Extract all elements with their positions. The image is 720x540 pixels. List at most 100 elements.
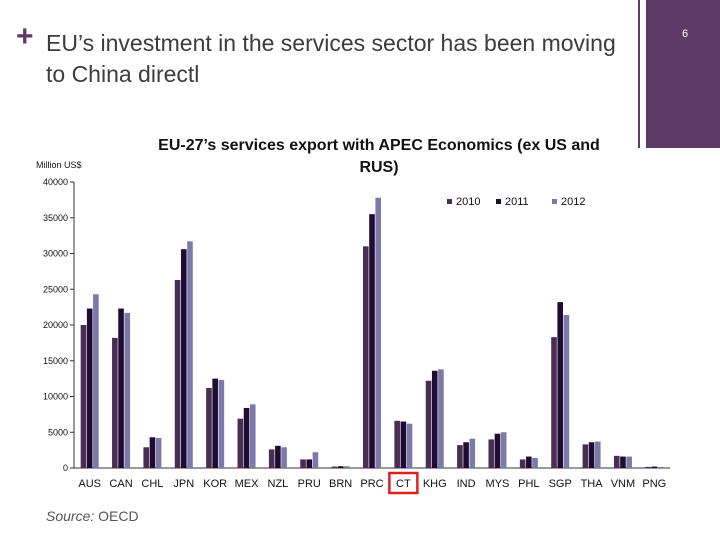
- bar-mys-2011: [494, 433, 501, 468]
- x-tick-label: KHG: [423, 478, 447, 490]
- bar-ind-2012: [469, 438, 476, 468]
- chart-title: EU-27’s services export with APEC Econom…: [158, 137, 600, 176]
- bar-brn-2010: [331, 466, 338, 468]
- bar-aus-2012: [93, 294, 99, 468]
- bar-khg-2012: [438, 369, 444, 468]
- legend-label-2010: 2010: [456, 196, 480, 208]
- x-tick-label: MEX: [235, 478, 260, 490]
- bar-khg-2010: [425, 380, 432, 468]
- bar-can-2010: [112, 337, 118, 468]
- x-tick-label: BRN: [329, 478, 352, 490]
- y-tick-label: 20000: [43, 320, 68, 330]
- bar-pru-2010: [300, 459, 306, 468]
- source-value: OECD: [98, 508, 139, 524]
- x-tick-label: AUS: [78, 478, 101, 490]
- x-tick-label: CAN: [109, 478, 132, 490]
- y-tick-label: 15000: [43, 356, 68, 366]
- y-tick-label: 25000: [43, 284, 68, 294]
- bar-jpn-2011: [180, 249, 187, 468]
- x-tick-label: JPN: [173, 478, 194, 490]
- bar-mys-2010: [488, 439, 495, 468]
- bar-phl-2010: [519, 459, 526, 468]
- accent-bar: [646, 0, 720, 148]
- bar-jpn-2010: [174, 279, 181, 468]
- bar-nzl-2010: [268, 449, 275, 468]
- highlight-box-ct: [388, 471, 419, 495]
- bar-chl-2011: [149, 437, 156, 468]
- bar-vnm-2010: [613, 455, 620, 468]
- x-tick-label: NZL: [268, 478, 289, 490]
- bar-ct-2012: [406, 423, 413, 468]
- bar-mys-2012: [500, 432, 507, 468]
- x-tick-label: CHL: [141, 478, 163, 490]
- bar-ind-2010: [457, 445, 463, 468]
- bar-vnm-2011: [620, 456, 626, 468]
- bar-sgp-2012: [563, 314, 570, 468]
- bar-jpn-2012: [187, 241, 193, 468]
- bar-png-2010: [645, 466, 651, 468]
- x-tick-label: VNM: [611, 478, 635, 490]
- bar-sgp-2011: [557, 302, 564, 468]
- y-tick-label: 5000: [48, 427, 68, 437]
- x-tick-label: SGP: [549, 478, 572, 490]
- x-tick-label: MYS: [486, 478, 510, 490]
- legend-swatch-2011: [496, 199, 501, 204]
- bar-prc-2010: [363, 246, 369, 468]
- bar-chl-2010: [143, 447, 150, 468]
- bar-mex-2010: [237, 418, 244, 468]
- x-tick-label: PRC: [360, 478, 383, 490]
- bar-tha-2010: [582, 444, 589, 468]
- bar-chl-2012: [155, 437, 162, 468]
- y-tick-label: 10000: [43, 392, 68, 402]
- slide-headline: EU’s investment in the services sector h…: [46, 30, 616, 87]
- x-tick-label: PNG: [642, 478, 666, 490]
- source-label: Source:: [46, 508, 95, 524]
- bar-phl-2011: [526, 456, 532, 468]
- y-tick-label: 35000: [43, 213, 68, 223]
- bar-vnm-2012: [626, 456, 632, 468]
- bar-sgp-2010: [551, 337, 557, 468]
- bar-prc-2012: [375, 197, 381, 469]
- bar-mex-2011: [243, 407, 250, 468]
- x-tick-label: KOR: [203, 478, 227, 490]
- bar-kor-2012: [218, 380, 225, 468]
- bar-khg-2011: [431, 370, 438, 468]
- legend-swatch-2010: [447, 199, 452, 204]
- legend-label-2011: 2011: [505, 196, 529, 208]
- source-note: Source: OECD: [46, 508, 139, 524]
- bar-pru-2011: [306, 459, 313, 468]
- x-tick-label: PHL: [518, 478, 539, 490]
- bar-prc-2011: [369, 214, 375, 468]
- x-tick-label: IND: [457, 478, 476, 490]
- bar-ct-2010: [394, 420, 400, 468]
- bar-brn-2011: [337, 466, 344, 468]
- x-tick-label: THA: [581, 478, 604, 490]
- bar-png-2012: [657, 466, 664, 468]
- bar-kor-2010: [206, 387, 212, 468]
- plus-icon: +: [16, 20, 34, 53]
- bar-nzl-2012: [281, 447, 287, 468]
- bar-can-2011: [118, 308, 124, 468]
- bar-aus-2010: [80, 325, 87, 468]
- x-tick-label: PRU: [298, 478, 321, 490]
- bar-mex-2012: [249, 404, 256, 468]
- y-tick-label: 40000: [43, 177, 68, 187]
- bar-phl-2012: [532, 457, 538, 468]
- bar-tha-2012: [594, 441, 601, 468]
- bar-brn-2012: [344, 466, 350, 468]
- bar-tha-2011: [588, 442, 595, 468]
- y-axis-unit-label: Million US$: [36, 160, 82, 170]
- bar-kor-2011: [212, 378, 218, 468]
- bar-ct-2011: [400, 421, 407, 468]
- bar-can-2012: [124, 312, 131, 468]
- bar-pru-2012: [312, 452, 319, 468]
- bar-ind-2011: [463, 442, 469, 468]
- bar-png-2011: [651, 466, 658, 468]
- y-tick-label: 0: [63, 463, 68, 473]
- bar-nzl-2011: [275, 445, 281, 468]
- legend-swatch-2012: [552, 199, 557, 204]
- page-number: 6: [682, 28, 689, 40]
- legend-label-2012: 2012: [561, 196, 585, 208]
- x-tick-label: CT: [396, 478, 411, 490]
